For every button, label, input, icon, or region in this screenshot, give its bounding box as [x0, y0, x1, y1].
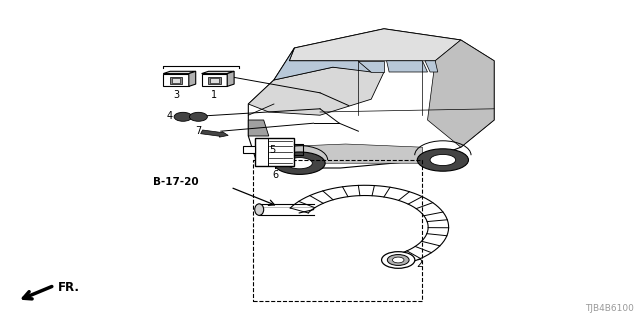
Text: 5: 5 [269, 145, 275, 155]
Circle shape [381, 252, 415, 268]
Polygon shape [202, 71, 234, 74]
Polygon shape [289, 29, 461, 61]
Text: 6: 6 [272, 170, 278, 180]
Ellipse shape [430, 155, 456, 166]
Polygon shape [202, 74, 227, 86]
Text: 3: 3 [173, 90, 179, 100]
Text: 2: 2 [416, 259, 422, 269]
Polygon shape [163, 74, 189, 86]
Text: TJB4B6100: TJB4B6100 [585, 304, 634, 313]
Circle shape [387, 254, 409, 265]
Text: FR.: FR. [58, 281, 79, 294]
FancyBboxPatch shape [208, 77, 221, 84]
FancyBboxPatch shape [172, 78, 180, 83]
Polygon shape [189, 71, 196, 86]
Ellipse shape [274, 152, 325, 174]
Polygon shape [428, 40, 494, 147]
Polygon shape [248, 29, 494, 168]
Text: 7: 7 [195, 126, 202, 136]
FancyBboxPatch shape [170, 77, 182, 84]
Polygon shape [425, 61, 438, 72]
FancyBboxPatch shape [243, 146, 255, 153]
FancyBboxPatch shape [210, 78, 219, 83]
Polygon shape [227, 71, 234, 86]
Text: 1: 1 [211, 90, 218, 100]
Ellipse shape [287, 158, 312, 169]
Polygon shape [358, 61, 384, 72]
FancyBboxPatch shape [255, 138, 294, 166]
Ellipse shape [255, 204, 264, 215]
Text: 4: 4 [166, 111, 173, 121]
Polygon shape [387, 61, 428, 72]
Bar [253, 160, 422, 301]
Text: B-17-20: B-17-20 [153, 177, 198, 188]
Polygon shape [269, 144, 422, 163]
Polygon shape [248, 67, 384, 115]
Circle shape [392, 257, 404, 263]
Circle shape [174, 112, 192, 121]
Polygon shape [163, 71, 196, 74]
FancyArrow shape [200, 130, 228, 137]
Polygon shape [274, 48, 371, 80]
Ellipse shape [417, 149, 468, 171]
Circle shape [189, 112, 207, 121]
Polygon shape [248, 120, 269, 136]
